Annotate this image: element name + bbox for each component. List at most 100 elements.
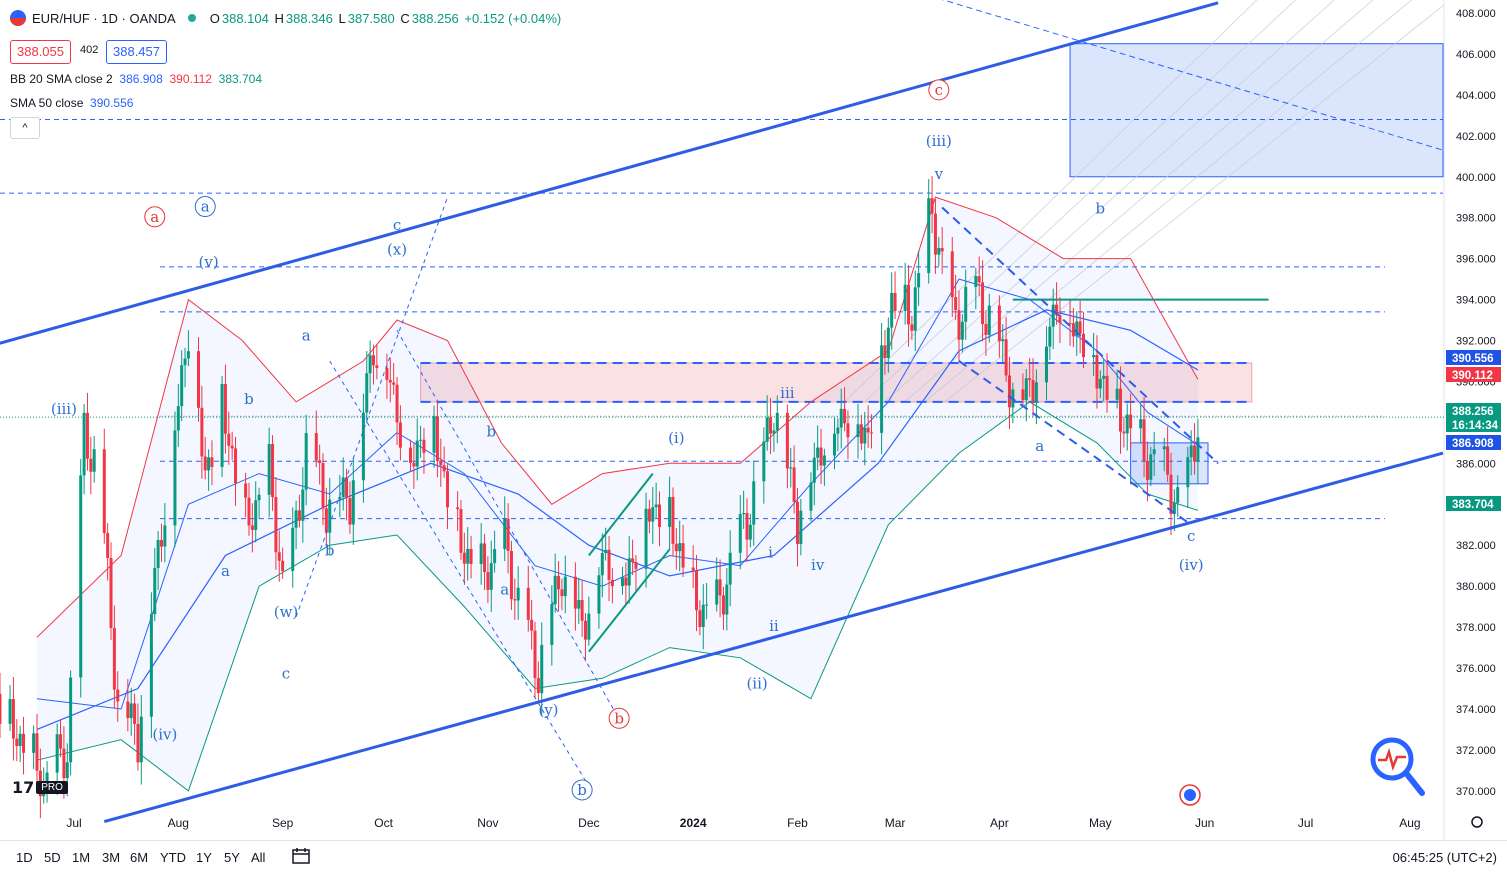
- sma-legend[interactable]: SMA 50 close 390.556: [10, 96, 134, 110]
- wave-label: (v): [199, 253, 219, 271]
- candle: [79, 475, 83, 678]
- candle: [156, 539, 160, 568]
- candle: [446, 471, 450, 508]
- candle: [89, 458, 93, 472]
- timeframe-button-3m[interactable]: 3M: [102, 850, 121, 865]
- timeframe-button-1d[interactable]: 1D: [16, 850, 33, 865]
- bollinger-fill: [37, 197, 1198, 791]
- price-tick: 372.000: [1456, 745, 1496, 757]
- candle: [1004, 339, 1008, 376]
- candle: [839, 408, 843, 428]
- candle: [937, 247, 941, 255]
- price-badge-text: 388.256: [1452, 406, 1494, 418]
- timeframe-button-ytd[interactable]: YTD: [160, 850, 186, 865]
- wave-label: (x): [387, 241, 407, 259]
- symbol-title[interactable]: EUR/HUF · 1D · OANDA: [32, 10, 176, 26]
- wave-label-circle: [194, 196, 216, 218]
- candle: [563, 576, 567, 597]
- candle: [22, 733, 26, 753]
- time-tick: Mar: [885, 816, 906, 830]
- candle: [1139, 419, 1143, 429]
- candle: [133, 703, 137, 724]
- magnifier-health-icon[interactable]: [1368, 735, 1426, 797]
- candle: [1068, 322, 1072, 324]
- candle: [274, 497, 278, 553]
- candle: [577, 599, 581, 609]
- candle: [1055, 304, 1059, 316]
- candle: [392, 382, 396, 385]
- candle: [1193, 445, 1197, 462]
- clock-readout[interactable]: 06:45:25 (UTC+2): [1392, 850, 1497, 865]
- candle: [1196, 437, 1200, 462]
- timeframe-button-all[interactable]: All: [251, 850, 266, 865]
- candle: [223, 384, 227, 434]
- settings-gear-icon[interactable]: [1471, 816, 1483, 828]
- wave-label: (i): [668, 429, 685, 447]
- candle: [126, 701, 130, 719]
- timeframe-button-1m[interactable]: 1M: [72, 850, 91, 865]
- candle: [715, 579, 719, 605]
- candle: [910, 324, 914, 331]
- candle: [597, 575, 601, 614]
- collapse-legend-button[interactable]: ^: [10, 117, 40, 139]
- candle: [1082, 333, 1085, 358]
- wave-label: a: [302, 327, 311, 345]
- calendar-range-icon[interactable]: [291, 847, 311, 865]
- candle: [668, 496, 672, 527]
- candle: [651, 507, 655, 522]
- buy-price-button[interactable]: 388.457: [106, 40, 167, 64]
- wave-label: c: [935, 81, 943, 99]
- candle: [1152, 449, 1156, 455]
- market-status-icon: [187, 14, 196, 22]
- time-tick: Jun: [1195, 816, 1214, 830]
- timeframe-button-5y[interactable]: 5Y: [224, 850, 240, 865]
- candle: [560, 589, 564, 597]
- bollinger-layer: [36, 196, 1199, 792]
- time-tick: Feb: [787, 816, 808, 830]
- correction-channel-upper: [941, 206, 1219, 465]
- candle: [634, 561, 638, 569]
- candle: [557, 575, 561, 590]
- candle: [624, 577, 628, 586]
- candle: [203, 456, 207, 471]
- candle: [297, 510, 301, 521]
- time-tick: Sep: [272, 816, 294, 830]
- candle: [580, 599, 584, 621]
- sell-price-button[interactable]: 388.055: [10, 40, 71, 64]
- wave-label-circle: [144, 206, 166, 228]
- wave-label: c: [1187, 527, 1195, 545]
- candle: [415, 440, 419, 467]
- candle: [819, 447, 823, 466]
- wave-label-circle: [608, 707, 630, 729]
- candle: [112, 627, 116, 690]
- candle: [1186, 457, 1190, 488]
- candle: [163, 525, 167, 547]
- price-tick: 406.000: [1456, 49, 1496, 61]
- timeframe-button-6m[interactable]: 6M: [130, 850, 149, 865]
- price-tick: 374.000: [1456, 704, 1496, 716]
- candle: [139, 716, 143, 763]
- bb-legend[interactable]: BB 20 SMA close 2 386.908 390.112 383.70…: [10, 72, 263, 86]
- timeframe-button-1y[interactable]: 1Y: [196, 850, 212, 865]
- dotted-trend: [396, 330, 620, 720]
- candle: [1075, 321, 1079, 337]
- wave-label: (y): [538, 701, 558, 719]
- candle: [486, 572, 490, 590]
- candle: [409, 447, 412, 463]
- candle: [1119, 388, 1123, 432]
- candle: [927, 198, 931, 274]
- candle: [705, 604, 709, 606]
- event-flag-icon[interactable]: [1177, 784, 1203, 806]
- timeframe-button-5d[interactable]: 5D: [44, 850, 61, 865]
- candle: [513, 599, 517, 601]
- candle: [550, 604, 554, 645]
- candle: [765, 417, 769, 442]
- price-tick: 370.000: [1456, 786, 1496, 798]
- candle: [620, 577, 624, 587]
- candle: [173, 430, 177, 526]
- candle: [318, 460, 322, 464]
- candle: [1021, 389, 1025, 401]
- candle: [738, 514, 742, 553]
- candle: [1051, 304, 1055, 327]
